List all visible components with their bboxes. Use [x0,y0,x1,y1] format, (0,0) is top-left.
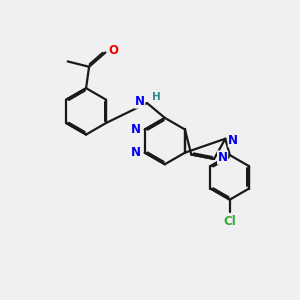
Text: N: N [131,123,141,136]
Text: N: N [218,151,228,164]
Text: Cl: Cl [224,215,236,228]
Text: H: H [152,92,161,101]
Text: O: O [108,44,118,57]
Text: N: N [228,134,238,147]
Text: N: N [135,95,145,108]
Text: N: N [131,146,141,159]
